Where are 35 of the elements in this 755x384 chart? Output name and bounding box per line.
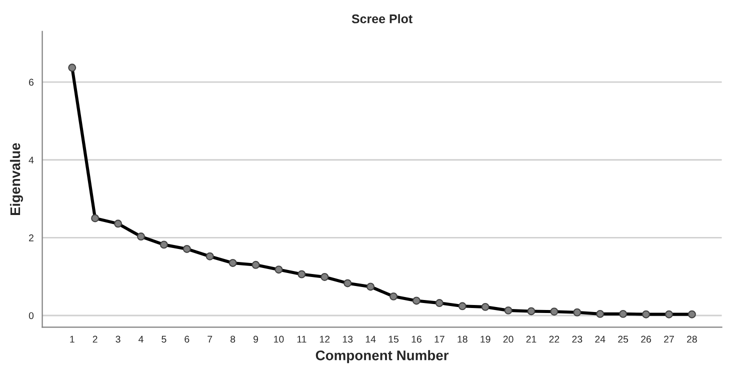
x-tick-label: 14 xyxy=(366,336,376,343)
x-tick-label: 20 xyxy=(503,336,514,343)
x-axis-title: Component Number xyxy=(316,350,449,364)
x-tick-label: 26 xyxy=(641,336,652,343)
y-tick-label: 0 xyxy=(28,312,34,320)
x-tick-label: 2 xyxy=(92,336,98,343)
x-tick-label: 28 xyxy=(687,336,697,343)
x-tick-label: 5 xyxy=(162,336,166,343)
y-tick-label: 2 xyxy=(29,234,34,242)
x-tick-label: 4 xyxy=(138,336,144,343)
x-tick-label: 3 xyxy=(116,336,120,343)
y-axis-title: Eigenvalue xyxy=(10,143,23,216)
x-tick-label: 1 xyxy=(70,336,74,343)
x-tick-label: 23 xyxy=(572,336,582,343)
x-tick-label: 15 xyxy=(388,336,399,343)
y-tick-label: 6 xyxy=(29,78,34,86)
x-tick-label: 13 xyxy=(342,336,353,343)
x-tick-label: 18 xyxy=(458,336,468,343)
x-tick-label: 24 xyxy=(595,336,606,343)
x-tick-label: 27 xyxy=(664,336,674,343)
x-tick-label: 6 xyxy=(184,336,190,343)
x-tick-label: 21 xyxy=(526,336,536,343)
x-tick-label: 25 xyxy=(618,336,628,343)
x-tick-label: 22 xyxy=(549,336,560,343)
x-tick-label: 10 xyxy=(274,336,284,343)
x-tick-label: 12 xyxy=(320,336,330,343)
x-tick-label: 16 xyxy=(412,336,422,343)
x-tick-label: 9 xyxy=(254,336,258,343)
x-tick-label: 11 xyxy=(297,336,306,343)
x-tick-label: 8 xyxy=(230,336,236,343)
y-tick-label: 4 xyxy=(28,156,34,164)
x-tick-label: 17 xyxy=(434,336,444,343)
x-tick-label: 19 xyxy=(480,336,490,343)
x-tick-label: 7 xyxy=(208,336,212,343)
chart-title: Scree Plot xyxy=(352,14,412,24)
